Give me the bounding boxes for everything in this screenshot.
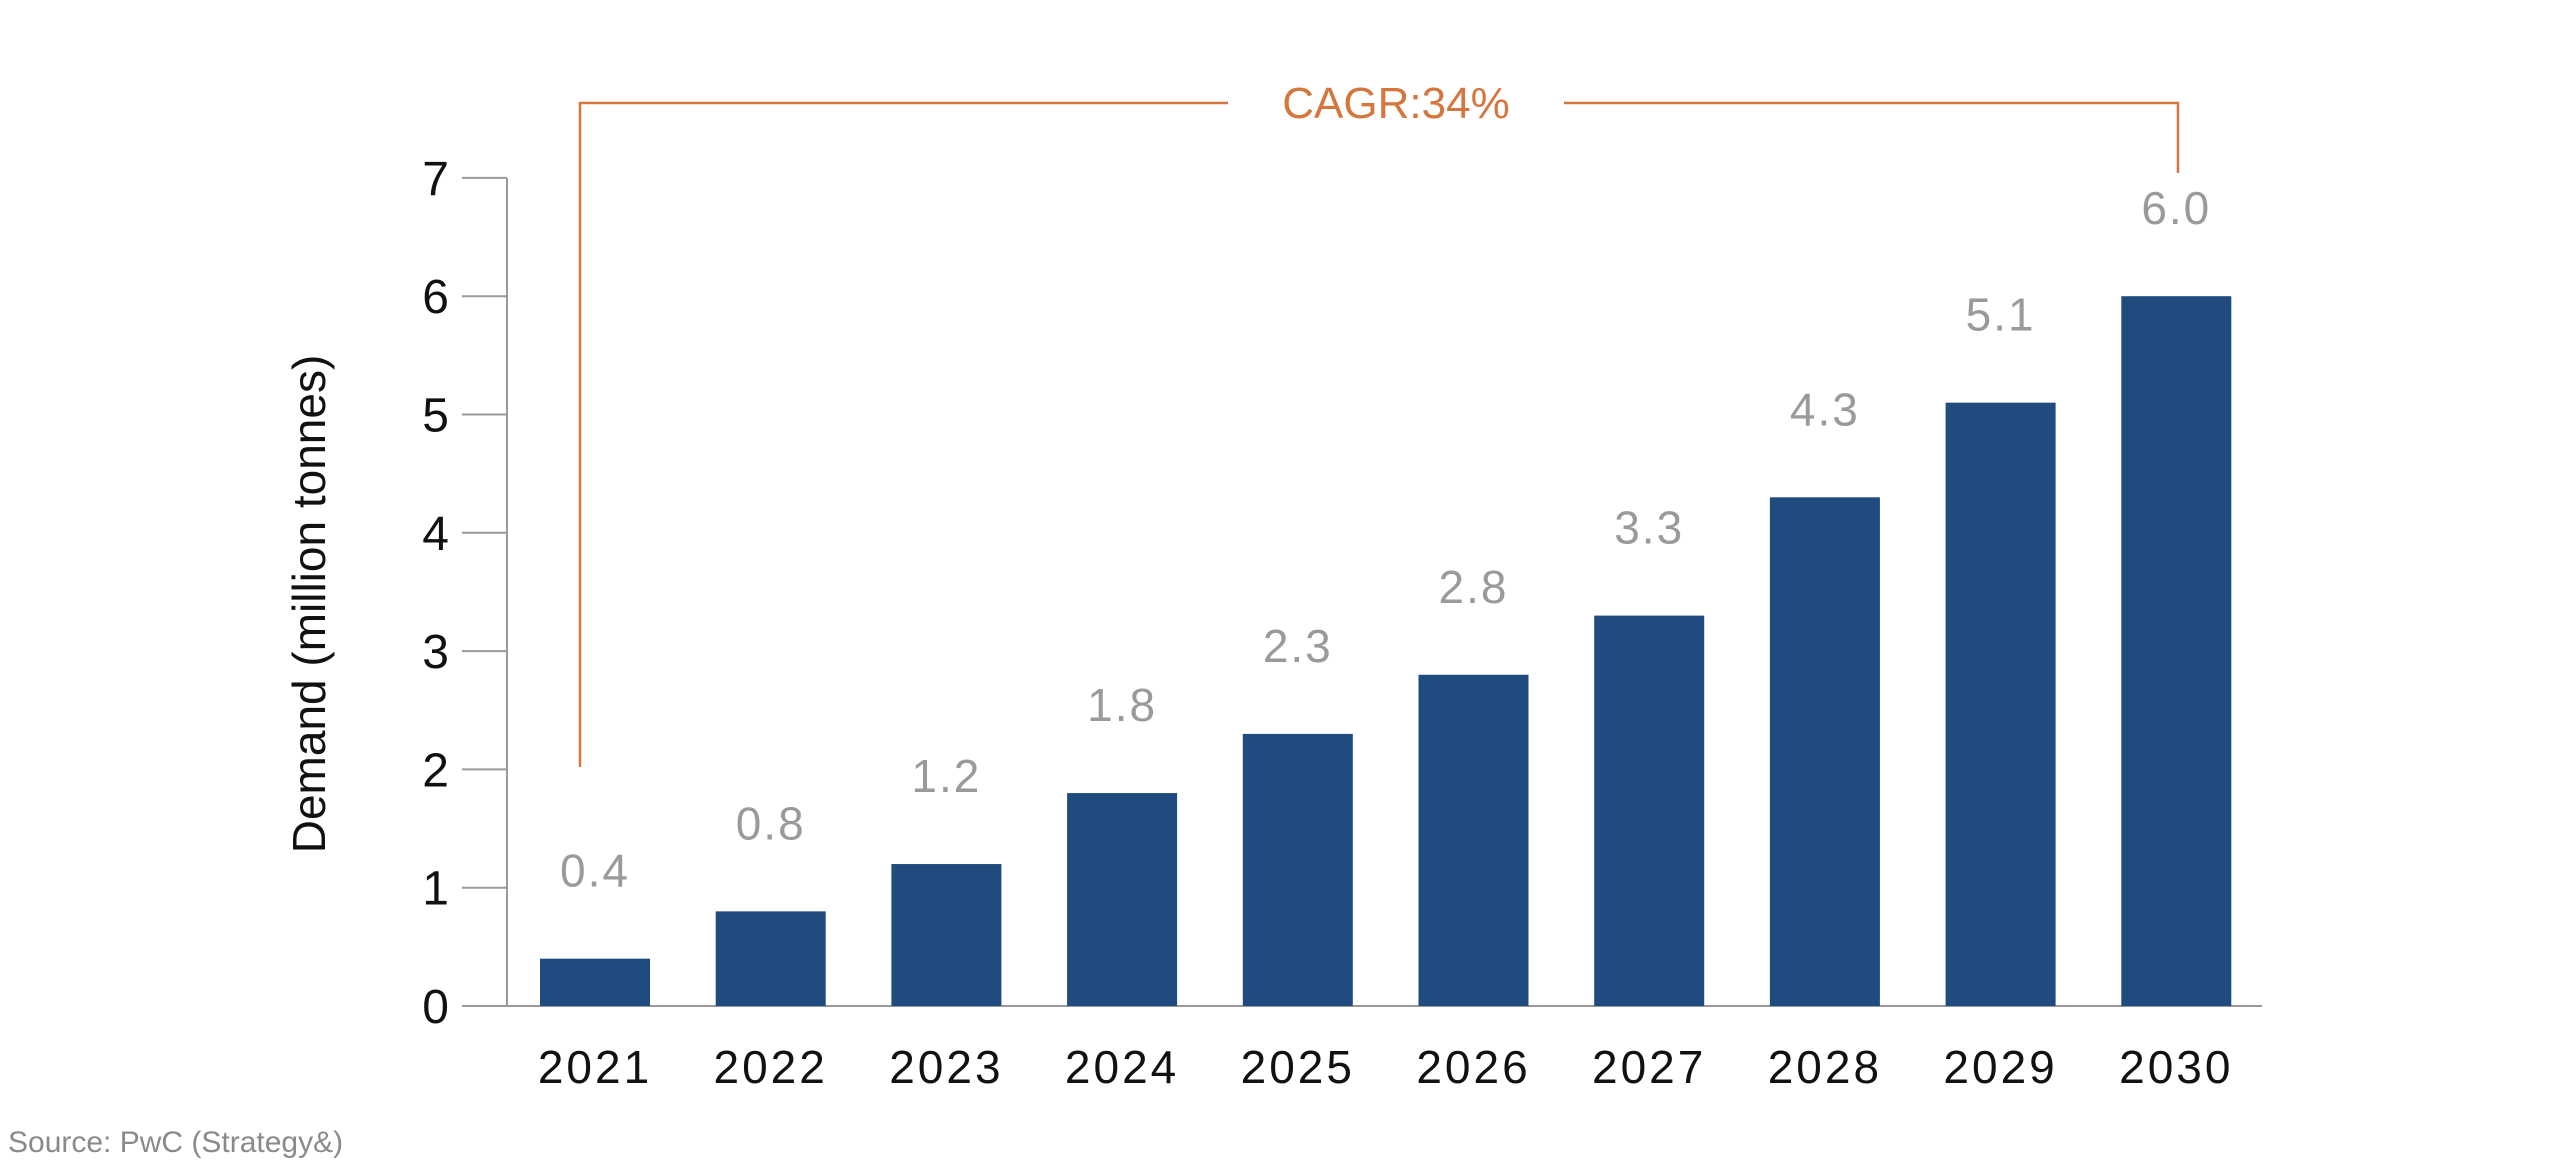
x-tick-label: 2029 [1943,1041,2057,1093]
bracket-right [1564,101,2180,173]
data-label: 0.8 [736,797,806,849]
data-label: 4.3 [1790,383,1860,435]
data-label: 5.1 [1966,289,2036,341]
bar-2024 [1067,793,1178,1006]
x-tick-label: 2022 [714,1041,828,1093]
bar-2027 [1594,615,1705,1006]
y-tick-label: 4 [422,508,449,561]
bar-2030 [2121,296,2232,1006]
y-tick-label: 0 [422,981,449,1034]
data-label: 6.0 [2141,182,2211,234]
x-tick-label: 2021 [538,1041,652,1093]
y-tick-label: 6 [422,271,449,324]
y-tick-label: 5 [422,390,449,443]
labels: 2021 0.4 2022 0.8 2023 1.2 2024 1.8 2025 2.3 2026 2… [538,182,2233,1093]
y-tick-label: 7 [422,153,449,206]
data-label: 1.2 [911,750,981,802]
data-label: 0.4 [560,845,630,897]
bracket-left [578,101,1228,767]
bar-2023 [891,864,1002,1006]
y-tick-label: 2 [422,744,449,797]
x-tick-label: 2027 [1592,1041,1706,1093]
x-tick-label: 2025 [1241,1041,1355,1093]
x-tick-label: 2026 [1416,1041,1530,1093]
y-axis-label: Demand (million tonnes) [283,355,335,854]
data-label: 2.8 [1439,561,1509,613]
bar-2028 [1769,497,1880,1006]
y-tick-label: 3 [422,626,449,679]
bar-2025 [1242,733,1353,1006]
x-tick-label: 2024 [1065,1041,1179,1093]
bar-2026 [1418,674,1529,1006]
source-note: Source: PwC (Strategy&) [8,1126,344,1159]
data-label: 2.3 [1263,620,1333,672]
y-tick-label: 1 [422,863,449,916]
bar-2022 [715,911,826,1006]
data-label: 3.3 [1614,502,1684,554]
x-tick-label: 2023 [889,1041,1003,1093]
bar-2029 [1945,402,2056,1006]
bars [540,296,2232,1006]
data-label: 1.8 [1087,679,1157,731]
cagr-bracket: CAGR:34% [578,79,2180,767]
x-tick-label: 2030 [2119,1041,2233,1093]
bar-2021 [540,958,650,1006]
cagr-label: CAGR:34% [1282,79,1509,128]
x-tick-label: 2028 [1768,1041,1882,1093]
